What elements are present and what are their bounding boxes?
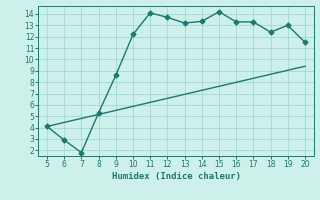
X-axis label: Humidex (Indice chaleur): Humidex (Indice chaleur) bbox=[111, 172, 241, 181]
